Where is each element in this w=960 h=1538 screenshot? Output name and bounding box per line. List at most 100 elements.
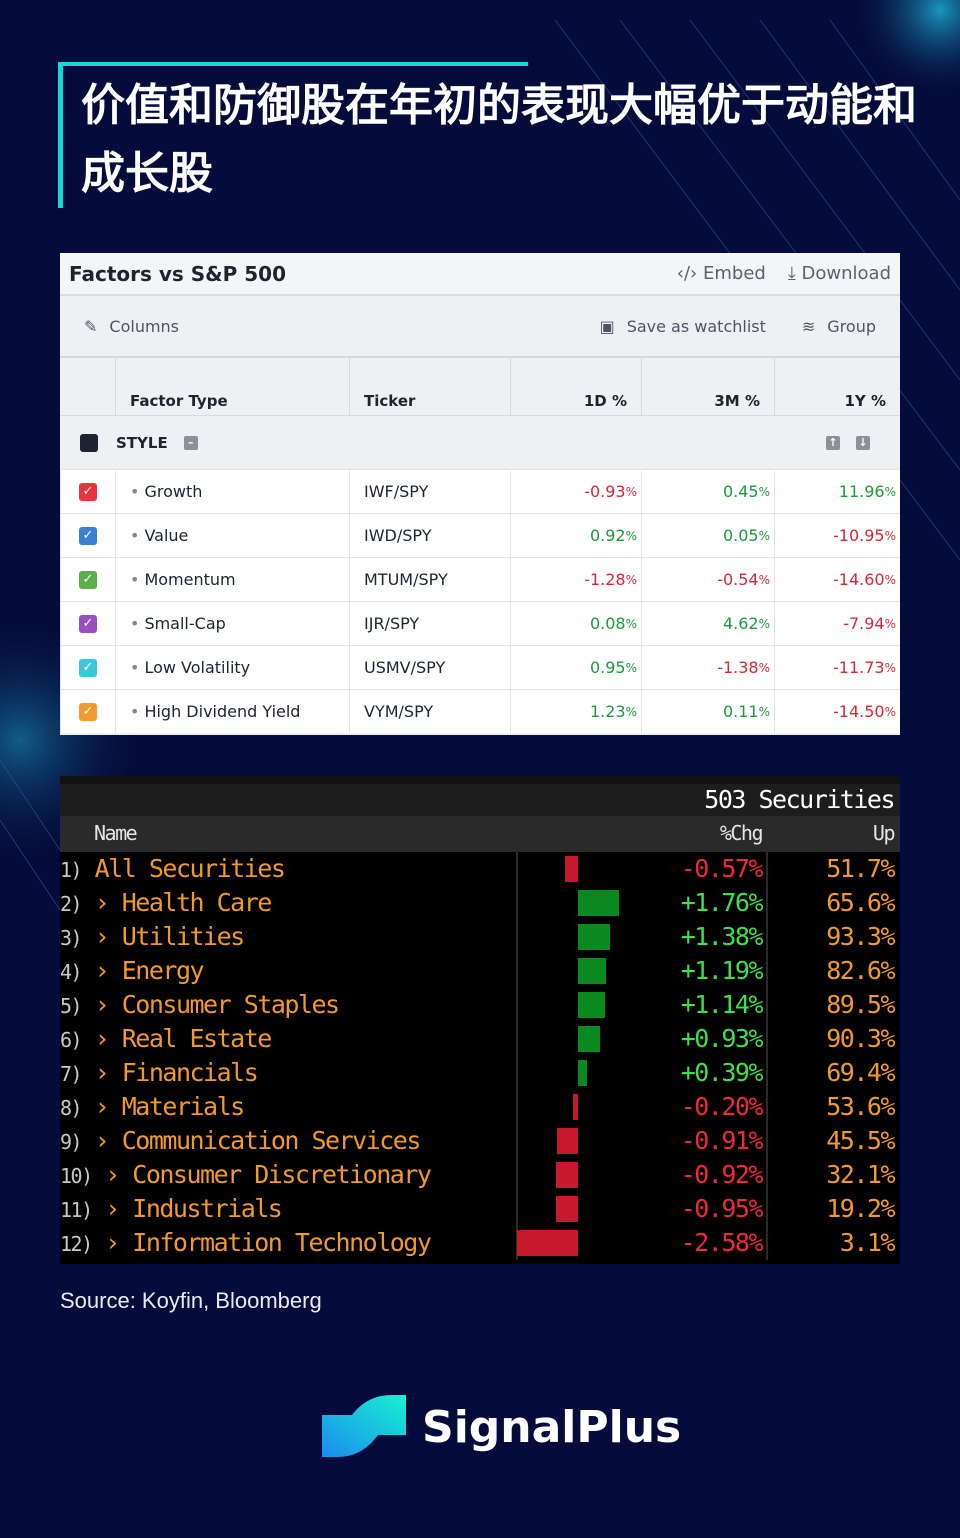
row-number: 8) — [60, 1096, 83, 1120]
table-row[interactable]: ✓ • Growth IWF/SPY -0.93% 0.45% 11.96% — [60, 469, 900, 513]
row-checkbox[interactable]: ✓ — [79, 526, 97, 545]
table-header: Name %Chg Up — [60, 816, 900, 852]
factor-name: Value — [144, 526, 189, 545]
col-name[interactable]: Name — [60, 816, 518, 852]
table-row[interactable]: ✓ • Small-Cap IJR/SPY 0.08% 4.62% -7.94% — [60, 601, 900, 645]
ticker[interactable]: IJR/SPY — [349, 602, 510, 645]
col-up[interactable]: Up — [872, 821, 896, 845]
group-row-style: STYLE – ↑ ↓ — [60, 416, 900, 469]
row-checkbox[interactable]: ✓ — [79, 658, 97, 677]
value-3m: 4.62 — [722, 614, 759, 633]
value-1y: -7.94 — [843, 614, 885, 633]
ticker[interactable]: IWF/SPY — [349, 470, 510, 513]
ticker[interactable]: USMV/SPY — [349, 646, 510, 689]
row-checkbox[interactable]: ✓ — [79, 482, 97, 501]
row-number: 11) — [60, 1198, 93, 1222]
col-1d[interactable]: 1D % — [510, 358, 641, 415]
table-row[interactable]: 11) › Industrials -0.95% 19.2% — [60, 1192, 900, 1226]
row-checkbox[interactable]: ✓ — [79, 570, 97, 589]
value-1y: -14.60 — [833, 570, 885, 589]
change-bar — [578, 1060, 588, 1086]
table-row[interactable]: ✓ • Low Volatility USMV/SPY 0.95% -1.38% … — [60, 645, 900, 689]
table-row[interactable]: ✓ • Momentum MTUM/SPY -1.28% -0.54% -14.6… — [60, 557, 900, 601]
pct-up: 51.7% — [826, 854, 895, 883]
expand-chevron-icon[interactable]: › — [91, 1160, 133, 1189]
factor-name: High Dividend Yield — [144, 702, 301, 721]
bullet-icon: • — [130, 482, 140, 501]
move-down-icon[interactable]: ↓ — [856, 435, 870, 450]
expand-chevron-icon[interactable]: › — [81, 990, 122, 1019]
collapse-icon[interactable]: – — [183, 435, 198, 450]
table-row[interactable]: 3) › Utilities +1.38% 93.3% — [60, 920, 900, 954]
expand-chevron-icon[interactable]: › — [91, 1228, 133, 1257]
group-label: Group — [827, 316, 876, 336]
expand-chevron-icon[interactable]: › — [81, 1024, 122, 1053]
col-ticker[interactable]: Ticker — [349, 358, 510, 415]
percent-sign: % — [884, 484, 896, 499]
change-bar — [517, 1230, 578, 1256]
ticker[interactable]: MTUM/SPY — [349, 558, 510, 601]
table-row[interactable]: 10) › Consumer Discretionary -0.92% 32.1… — [60, 1158, 900, 1192]
embed-label: Embed — [702, 263, 766, 284]
pct-up: 19.2% — [826, 1194, 895, 1223]
ticker[interactable]: IWD/SPY — [349, 514, 510, 557]
table-row[interactable]: 9) › Communication Services -0.91% 45.5% — [60, 1124, 900, 1158]
bullet-icon: • — [130, 526, 140, 545]
col-chg[interactable]: %Chg — [518, 816, 768, 852]
save-watchlist-button[interactable]: ▣ Save as watchlist — [600, 317, 766, 336]
expand-chevron-icon[interactable]: › — [81, 922, 122, 951]
pencil-icon: ✎ — [84, 316, 98, 336]
pct-up: 65.6% — [826, 888, 895, 917]
securities-count: 503 Securities — [60, 776, 900, 816]
col-factor-type[interactable]: Factor Type — [115, 358, 349, 415]
embed-button[interactable]: ‹/› Embed — [677, 263, 766, 284]
sector-name: Information Technology — [132, 1228, 432, 1257]
percent-sign: % — [625, 572, 637, 587]
group-checkbox[interactable] — [80, 433, 98, 452]
table-row[interactable]: 4) › Energy +1.19% 82.6% — [60, 954, 900, 988]
table-row[interactable]: 12) › Information Technology -2.58% 3.1% — [60, 1226, 900, 1260]
panel-title: Factors vs S&P 500 — [69, 261, 286, 286]
move-up-icon[interactable]: ↑ — [826, 435, 840, 450]
pct-up: 53.6% — [826, 1092, 895, 1121]
table-row[interactable]: ✓ • High Dividend Yield VYM/SPY 1.23% 0.1… — [60, 689, 900, 733]
percent-sign: % — [884, 528, 896, 543]
download-button[interactable]: ⤓ Download — [788, 263, 891, 284]
expand-chevron-icon[interactable]: › — [81, 888, 122, 917]
save-label: Save as watchlist — [626, 316, 766, 336]
columns-button[interactable]: ✎ Columns — [84, 317, 179, 336]
table-row[interactable]: ✓ • Value IWD/SPY 0.92% 0.05% -10.95% — [60, 513, 900, 557]
percent-sign: % — [884, 572, 896, 587]
col-3m[interactable]: 3M % — [641, 358, 774, 415]
sector-name: Industrials — [132, 1194, 283, 1223]
row-checkbox[interactable]: ✓ — [79, 702, 97, 721]
value-1d: 0.08 — [589, 614, 626, 633]
table-row[interactable]: 8) › Materials -0.20% 53.6% — [60, 1090, 900, 1124]
change-bar — [564, 856, 578, 882]
expand-chevron-icon[interactable]: › — [81, 1092, 122, 1121]
sector-name: Health Care — [121, 888, 273, 917]
table-row[interactable]: 5) › Consumer Staples +1.14% 89.5% — [60, 988, 900, 1022]
row-checkbox[interactable]: ✓ — [79, 614, 97, 633]
pct-up: 89.5% — [826, 990, 895, 1019]
percent-sign: % — [884, 660, 896, 675]
brand-name: SignalPlus — [422, 1401, 682, 1453]
change-bar — [556, 1128, 578, 1154]
expand-chevron-icon[interactable]: › — [91, 1194, 133, 1223]
table-row[interactable]: 7) › Financials +0.39% 69.4% — [60, 1056, 900, 1090]
ticker[interactable]: VYM/SPY — [349, 690, 510, 733]
row-number: 5) — [60, 994, 83, 1018]
pct-up: 90.3% — [826, 1024, 895, 1053]
group-button[interactable]: ≋ Group — [802, 317, 876, 336]
signalplus-logo-icon — [322, 1395, 406, 1457]
value-1y: 11.96 — [838, 482, 885, 501]
col-1y[interactable]: 1Y % — [774, 358, 900, 415]
table-row[interactable]: 2) › Health Care +1.76% 65.6% — [60, 886, 900, 920]
table-row[interactable]: 6) › Real Estate +0.93% 90.3% — [60, 1022, 900, 1056]
table-row[interactable]: 1) All Securities -0.57% 51.7% — [60, 852, 900, 886]
expand-chevron-icon[interactable]: › — [81, 956, 122, 985]
expand-chevron-icon[interactable]: › — [81, 1058, 122, 1087]
sector-name: All Securities — [94, 854, 286, 883]
expand-chevron-icon[interactable]: › — [81, 1126, 122, 1155]
change-bar — [578, 958, 606, 984]
